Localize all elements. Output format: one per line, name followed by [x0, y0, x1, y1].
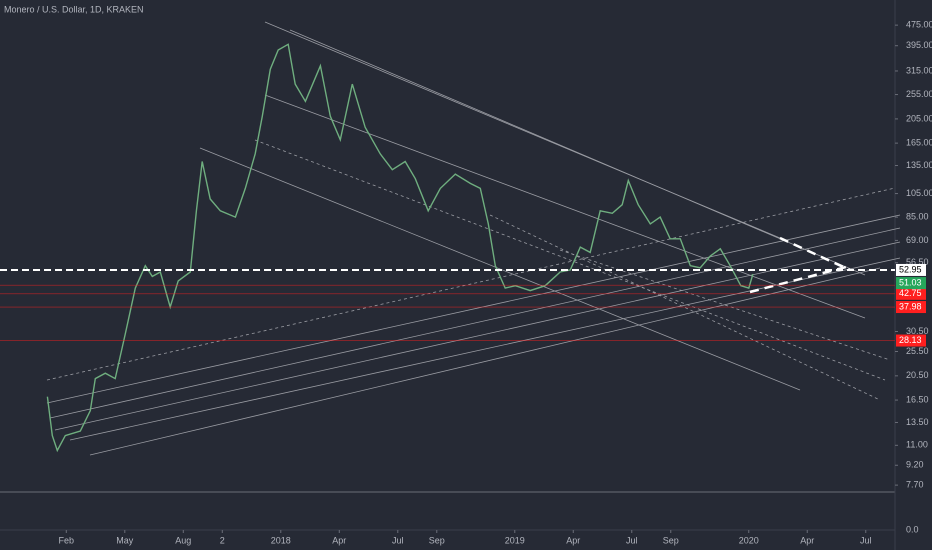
price-level-label: 52.95 [899, 264, 922, 274]
last-price-label: 51.03 [899, 277, 922, 287]
y-tick-label: 11.00 [906, 440, 928, 450]
y-tick-label: 13.50 [906, 417, 929, 427]
x-tick-label: Feb [59, 535, 75, 545]
price-line [46, 43, 754, 453]
last-price-tag [896, 277, 926, 290]
x-tick-label: Jul [626, 535, 638, 545]
x-tick-label: Sep [663, 535, 679, 545]
y-tick-label: 25.50 [906, 346, 929, 356]
y-tick-label: 105.00 [906, 188, 932, 198]
y-tick-label: 56.50 [906, 257, 929, 267]
y-tick-label: 69.00 [906, 235, 929, 245]
x-tick-label: 2020 [739, 535, 759, 545]
y-tick-label: 205.00 [906, 113, 932, 123]
price-level-tag [896, 334, 926, 347]
price-level-label: 42.75 [899, 288, 922, 298]
y-tick-label: 85.00 [906, 212, 929, 222]
x-tick-label: Aug [175, 535, 191, 545]
y-tick-label: 7.70 [906, 479, 924, 489]
x-tick-label: Apr [332, 535, 346, 545]
y-tick-label: 315.00 [906, 65, 932, 75]
y-tick-label: 20.50 [906, 370, 929, 380]
y-tick-label: 255.00 [906, 89, 932, 99]
y-tick-label: 135.00 [906, 160, 932, 170]
y-tick-label: 30.50 [906, 326, 929, 336]
price-level-label: 28.13 [899, 335, 922, 345]
price-level-tag [896, 263, 926, 276]
x-tick-label: Jul [392, 535, 404, 545]
price-level-tag [896, 287, 926, 300]
trend-lines [46, 21, 901, 456]
y-tick-label: 9.20 [906, 460, 924, 470]
x-tick-label: Apr [800, 535, 814, 545]
y-tick-label: 395.00 [906, 40, 932, 50]
price-level-tag [896, 301, 926, 314]
y-bottom-label: 0.0 [906, 524, 919, 534]
y-tick-label: 475.00 [906, 20, 932, 30]
x-tick-label: 2018 [271, 535, 291, 545]
x-tick-label: 2 [220, 535, 225, 545]
x-tick-label: Apr [566, 535, 580, 545]
x-tick-label: Jul [860, 535, 872, 545]
price-level-label: 37.98 [899, 301, 922, 311]
y-tick-label: 16.50 [906, 394, 929, 404]
x-tick-label: Sep [429, 535, 445, 545]
x-tick-label: May [116, 535, 134, 545]
x-tick-label: 2019 [505, 535, 525, 545]
chart-title: Monero / U.S. Dollar, 1D, KRAKEN [4, 4, 144, 14]
y-tick-label: 165.00 [906, 138, 932, 148]
